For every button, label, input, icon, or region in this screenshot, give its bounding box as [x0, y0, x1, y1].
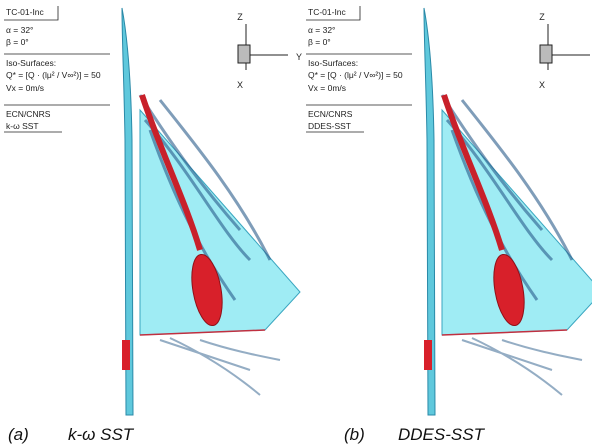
- info-text: Iso-Surfaces:: [308, 58, 358, 68]
- info-text: β = 0°: [6, 37, 29, 47]
- panel: TC-01-Inc α = 32° β = 0° Iso-Surfaces: Q* = …: [4, 6, 302, 444]
- axis-label: Z: [237, 12, 243, 22]
- info-text: k-ω SST: [6, 121, 39, 131]
- info-text: ECN/CNRS: [6, 109, 51, 119]
- info-text: Q* = [Q · (lμ² / V∞²)] = 50: [6, 70, 101, 80]
- info-text: Q* = [Q · (lμ² / V∞²)] = 50: [308, 70, 403, 80]
- caption-label: (a): [8, 425, 29, 444]
- info-text: Vx = 0m/s: [6, 83, 44, 93]
- axis-label: X: [539, 80, 545, 90]
- info-text: TC-01-Inc: [308, 7, 347, 17]
- caption-text: DDES-SST: [398, 425, 486, 444]
- info-text: ECN/CNRS: [308, 109, 353, 119]
- caption-text: k-ω SST: [68, 425, 135, 444]
- axis-label: Y: [296, 52, 302, 62]
- axis-label: X: [237, 80, 243, 90]
- panel: TC-01-Inc α = 32° β = 0° Iso-Surfaces: Q* = …: [306, 6, 592, 444]
- info-text: Vx = 0m/s: [308, 83, 346, 93]
- info-text: α = 32°: [6, 25, 33, 35]
- axis-label: Z: [539, 12, 545, 22]
- info-text: Iso-Surfaces:: [6, 58, 56, 68]
- info-text: TC-01-Inc: [6, 7, 45, 17]
- info-text: β = 0°: [308, 37, 331, 47]
- info-text: α = 32°: [308, 25, 335, 35]
- caption-label: (b): [344, 425, 365, 444]
- info-text: DDES-SST: [308, 121, 351, 131]
